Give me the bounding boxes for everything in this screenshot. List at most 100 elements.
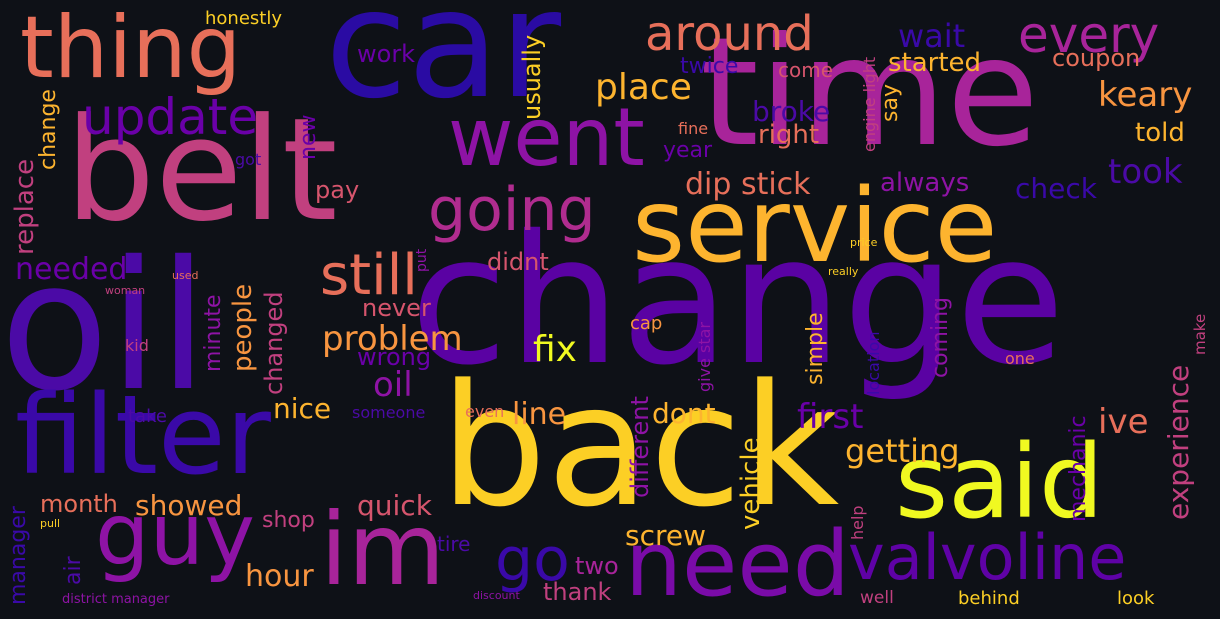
word-ive: ive [1098, 402, 1149, 442]
word-experience: experience [1162, 364, 1195, 520]
word-change-vertical: change [36, 89, 61, 170]
word-dip-stick: dip stick [685, 167, 811, 202]
word-always: always [880, 168, 970, 198]
word-well: well [860, 588, 894, 608]
word-thank: thank [543, 578, 612, 606]
word-honestly: honestly [205, 8, 282, 29]
word-took: took [1108, 152, 1183, 192]
word-kid: kid [125, 336, 149, 355]
word-take: take [128, 406, 167, 427]
word-back: back [440, 348, 840, 544]
word-woman: woman [105, 284, 146, 297]
word-check: check [1015, 172, 1097, 205]
word-twice: twice [680, 54, 739, 79]
word-new: new [296, 114, 321, 160]
word-said: said [895, 423, 1104, 542]
word-went: went [448, 91, 645, 184]
word-told: told [1135, 118, 1185, 148]
word-wait: wait [898, 17, 966, 55]
word-discount: discount [473, 589, 520, 602]
word-needed: needed [15, 252, 128, 287]
word-time: time [700, 6, 1039, 180]
word-oil-small: oil [373, 365, 413, 405]
word-line: line [512, 397, 567, 432]
word-car: car [325, 0, 562, 132]
word-changed: changed [260, 291, 288, 395]
word-guy: guy [95, 485, 255, 585]
word-simple: simple [803, 312, 828, 385]
word-broke: broke [752, 95, 831, 128]
word-nice: nice [273, 392, 332, 425]
word-coming: coming [928, 296, 953, 378]
word-never: never [362, 294, 431, 322]
word-right: right [758, 120, 820, 150]
word-around: around [645, 6, 814, 62]
word-valvoline: valvoline [848, 521, 1127, 594]
word-help: help [848, 505, 867, 540]
word-got: got [235, 150, 262, 169]
word-people: people [228, 283, 258, 372]
word-pay: pay [315, 176, 360, 204]
word-really: really [828, 265, 859, 278]
word-air: air [61, 556, 86, 585]
word-showed: showed [135, 489, 243, 522]
word-belt: belt [65, 88, 338, 253]
word-engine-light: engine light [860, 56, 879, 152]
word-one: one [1005, 349, 1035, 368]
word-change: change [410, 197, 1066, 404]
word-pull: pull [40, 517, 61, 530]
word-first: first [797, 397, 864, 437]
word-year: year [663, 138, 713, 163]
word-fix: fix [533, 329, 577, 370]
word-keary: keary [1098, 75, 1193, 115]
word-every: every [1018, 6, 1160, 64]
word-even: even [465, 402, 505, 421]
word-look: look [1117, 588, 1155, 609]
word-still: still [320, 243, 418, 308]
word-different: different [626, 396, 654, 498]
word-im: im [320, 491, 446, 608]
word-make: make [1191, 313, 1209, 355]
word-district-manager: district manager [62, 592, 170, 607]
word-used: used [172, 269, 199, 282]
word-come: come [778, 58, 834, 82]
word-dont: dont [652, 397, 716, 430]
word-screw: screw [625, 519, 707, 552]
word-getting: getting [845, 432, 960, 470]
word-filter: filter [15, 371, 271, 499]
word-tire: tire [437, 532, 471, 556]
word-didnt: didnt [487, 248, 549, 276]
word-update: update [82, 88, 259, 146]
word-someone: someone [352, 403, 426, 422]
word-manager: manager [6, 506, 31, 605]
word-work: work [357, 40, 416, 68]
word-fine: fine [678, 119, 709, 138]
word-oil: oil [0, 223, 208, 430]
word-give-star: give star [695, 322, 714, 392]
word-behind: behind [958, 588, 1020, 609]
word-service: service [632, 167, 998, 286]
word-two: two [575, 552, 619, 580]
word-shop: shop [262, 508, 315, 533]
word-location: location [864, 331, 883, 395]
word-started: started [888, 48, 982, 78]
word-need: need [625, 512, 850, 617]
word-month: month [40, 490, 118, 518]
word-coupon: coupon [1052, 44, 1141, 72]
word-hour: hour [245, 559, 314, 594]
word-usually: usually [518, 34, 546, 120]
word-cap: cap [630, 313, 663, 334]
word-replace: replace [10, 158, 40, 255]
word-say: say [878, 84, 903, 122]
word-mechanic: mechanic [1066, 415, 1091, 522]
word-wrong: wrong [357, 343, 432, 371]
word-problem: problem [322, 319, 463, 359]
word-go: go [495, 525, 570, 595]
word-going: going [428, 175, 596, 245]
word-minute: minute [201, 294, 226, 372]
word-price: price [850, 236, 878, 249]
word-vehicle: vehicle [736, 437, 766, 530]
word-thing: thing [20, 0, 242, 98]
word-place: place [595, 67, 692, 108]
